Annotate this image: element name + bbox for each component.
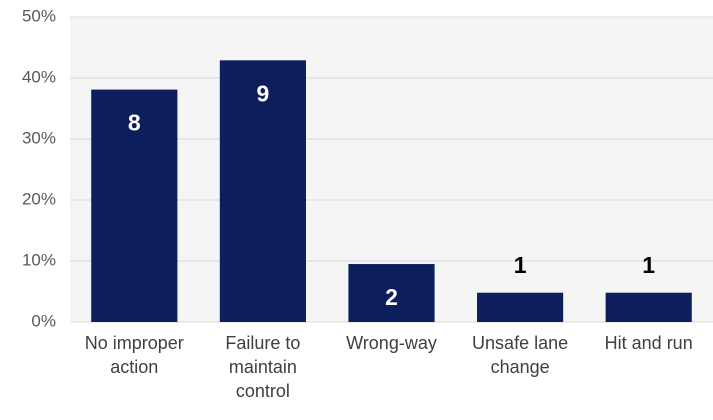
x-tick-label: Failure to maintain control [225,333,301,401]
bar [91,89,178,322]
data-label: 1 [514,252,527,278]
bar [605,292,692,322]
bar [219,60,306,323]
data-label: 8 [128,110,141,136]
data-label: 2 [385,284,398,310]
y-tick-label: 40% [22,67,56,86]
data-label: 1 [642,252,655,278]
y-tick-label: 50% [22,6,56,25]
x-tick-label: Hit and run [604,333,693,353]
bar [477,292,564,322]
y-tick-label: 10% [22,250,56,269]
y-tick-label: 20% [22,189,56,208]
y-tick-label: 30% [22,128,56,147]
x-tick-label: Unsafe lane change [472,333,569,377]
bar [348,264,435,322]
y-tick-label: 0% [31,311,56,330]
x-tick-label: No improper action [84,333,184,377]
x-tick-label: Wrong-way [346,333,437,353]
data-label: 9 [257,80,270,106]
